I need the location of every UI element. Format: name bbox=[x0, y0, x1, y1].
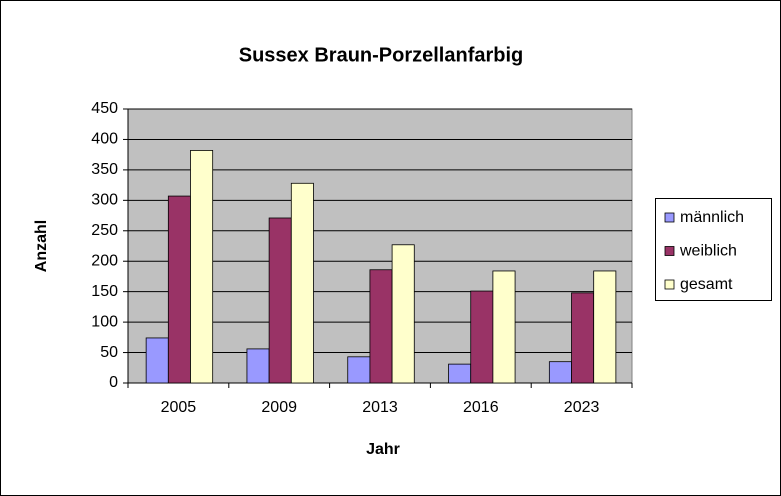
bar bbox=[369, 269, 393, 384]
bar bbox=[571, 292, 595, 384]
y-tick-label: 250 bbox=[91, 222, 118, 239]
bar bbox=[145, 337, 169, 384]
y-tick-label: 150 bbox=[91, 283, 118, 300]
x-tick-label: 2023 bbox=[564, 399, 600, 416]
y-axis-label: Anzahl bbox=[33, 220, 50, 272]
x-tick-label: 2013 bbox=[362, 399, 398, 416]
bar bbox=[593, 270, 617, 384]
legend-label: weiblich bbox=[679, 243, 737, 260]
x-tick-label: 2016 bbox=[463, 399, 499, 416]
y-tick-label: 50 bbox=[100, 344, 118, 361]
x-axis-label: Jahr bbox=[366, 441, 400, 458]
bar bbox=[246, 348, 270, 384]
bar bbox=[347, 356, 371, 384]
bar bbox=[190, 150, 214, 384]
y-tick-label: 350 bbox=[91, 161, 118, 178]
x-tick-label: 2005 bbox=[161, 399, 197, 416]
y-tick-label: 200 bbox=[91, 252, 118, 269]
bar bbox=[548, 361, 572, 384]
legend-label: gesamt bbox=[680, 276, 733, 293]
x-tick-label: 2009 bbox=[261, 399, 297, 416]
y-tick-label: 400 bbox=[91, 131, 118, 148]
y-tick-label: 300 bbox=[91, 192, 118, 209]
bar bbox=[268, 217, 292, 384]
y-tick-label: 100 bbox=[91, 313, 118, 330]
legend-box bbox=[655, 198, 772, 301]
bar bbox=[448, 363, 472, 384]
legend-label: männlich bbox=[680, 209, 744, 226]
bar bbox=[391, 244, 415, 384]
bar bbox=[470, 290, 494, 384]
legend-swatch bbox=[664, 246, 675, 256]
bar bbox=[492, 270, 516, 384]
legend-swatch bbox=[664, 279, 675, 290]
bar bbox=[167, 195, 191, 384]
legend-swatch bbox=[664, 212, 675, 223]
chart-title: Sussex Braun-Porzellanfarbig bbox=[239, 44, 524, 66]
y-tick-label: 450 bbox=[91, 100, 118, 117]
y-tick-label: 0 bbox=[109, 374, 118, 391]
bar bbox=[290, 182, 314, 384]
